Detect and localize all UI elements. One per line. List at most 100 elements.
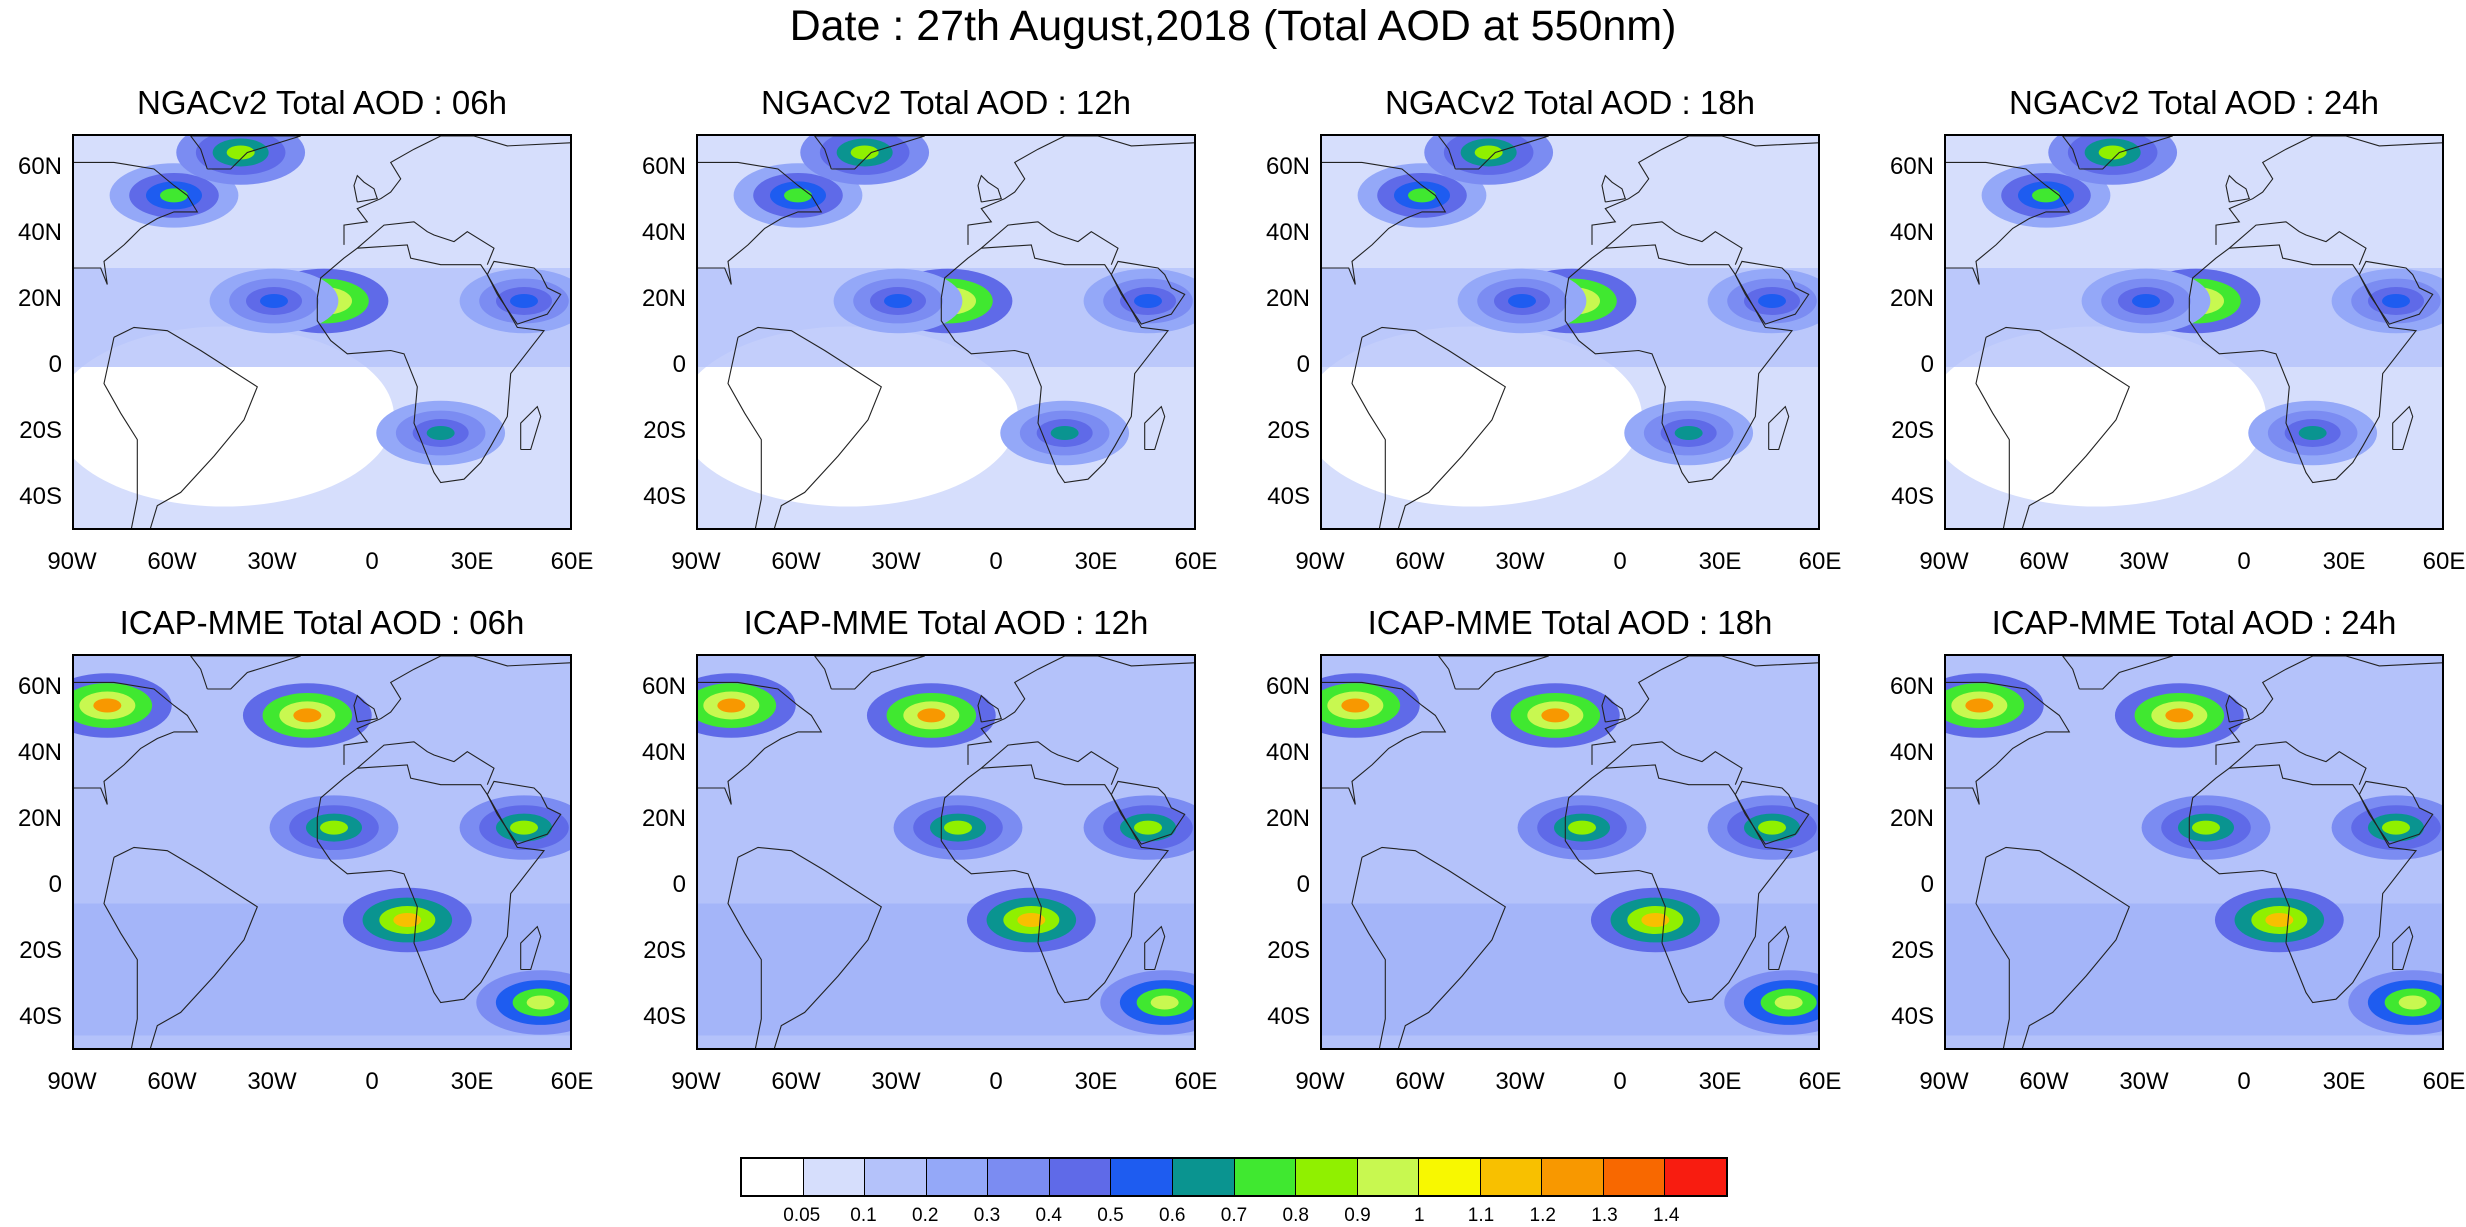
- lon-tick-label: 60W: [2019, 548, 2069, 575]
- lon-tick-label: 0: [2237, 548, 2251, 575]
- lat-tick-label: 60N: [1889, 673, 1934, 700]
- colorbar-tick-label: 1.1: [1467, 1205, 1495, 1226]
- lon-tick-label: 30W: [247, 548, 297, 575]
- colorbar-tick-label: 0.6: [1159, 1205, 1186, 1226]
- coastline: [486, 780, 562, 845]
- lat-tick-label: 20S: [19, 937, 62, 964]
- lat-tick-label: 40S: [643, 1003, 686, 1030]
- lon-tick-label: 60W: [147, 1068, 197, 1095]
- lon-tick-label: 0: [989, 548, 1003, 575]
- lat-tick-label: 40S: [1891, 483, 1934, 510]
- lon-tick-label: 30E: [1698, 1068, 1742, 1095]
- lon-tick-label: 60W: [2019, 1068, 2069, 1095]
- colorbar-box: [1296, 1159, 1358, 1195]
- aod-feature-southern-africa: [1050, 426, 1079, 440]
- aod-feature-smoke-plume-east: [1541, 708, 1570, 723]
- colorbar-box: [1357, 1159, 1420, 1195]
- coastline: [2215, 136, 2442, 245]
- lon-tick-label: 30E: [2322, 548, 2366, 575]
- coastline: [2392, 925, 2414, 971]
- lon-tick-label: 60E: [550, 1068, 594, 1095]
- aod-feature-arabia-dust: [2382, 294, 2410, 308]
- lon-tick-label: 30W: [2119, 1068, 2169, 1095]
- coastline: [1975, 846, 2130, 1048]
- map-area: [696, 654, 1196, 1050]
- coastline: [1946, 161, 2071, 285]
- aod-feature-saharan-dust-swirl: [1508, 294, 1536, 308]
- lon-tick-label: 30E: [2322, 1068, 2366, 1095]
- coastline: [190, 656, 301, 690]
- colorbar-tick-label: 0.7: [1220, 1205, 1248, 1226]
- aod-map: [698, 656, 1194, 1048]
- coastline: [353, 694, 379, 723]
- coastline: [940, 764, 1170, 1004]
- coastline: [1601, 694, 1627, 723]
- coastline: [967, 136, 1194, 245]
- low-aod-region: [698, 326, 1018, 507]
- map-panel: ICAP-MME Total AOD : 18h 60N 40N 20N 0 20S 40S…: [1248, 604, 1841, 1095]
- lon-tick-label: 90W: [1295, 548, 1345, 575]
- coastline: [1322, 681, 1447, 805]
- aod-feature-se-indian-streak: [1774, 995, 1803, 1010]
- lon-tick-label: 0: [365, 1068, 379, 1095]
- coastline: [103, 846, 258, 1048]
- coastline: [1975, 326, 2130, 528]
- lon-tick-label: 30W: [1495, 1068, 1545, 1095]
- colorbar-tick-label: 0.9: [1344, 1205, 1371, 1226]
- colorbar-box: [1049, 1159, 1112, 1195]
- colorbar-box: [865, 1159, 927, 1195]
- aod-feature-se-indian-streak: [526, 995, 555, 1010]
- coastline: [2392, 405, 2414, 451]
- figure-title: Date : 27th August,2018 (Total AOD at 55…: [789, 2, 1677, 50]
- lon-tick-label: 90W: [47, 1068, 97, 1095]
- aod-feature-smoke-plume-west: [1965, 698, 1994, 713]
- coastline: [316, 244, 546, 484]
- map-panel: NGACv2 Total AOD : 06h 60N 40N 20N 0 20S 40S 90…: [0, 84, 593, 575]
- aod-feature-north-atlantic-band: [1408, 188, 1436, 203]
- coastline: [1604, 221, 1743, 265]
- coastline: [1564, 244, 1794, 484]
- coastline: [520, 925, 542, 971]
- lat-tick-label: 40N: [641, 219, 686, 246]
- aod-feature-smoke-plume-east: [917, 708, 946, 723]
- lon-tick-label: 0: [365, 548, 379, 575]
- lon-tick-label: 0: [989, 1068, 1003, 1095]
- coastline: [940, 244, 1170, 484]
- coastline: [343, 136, 570, 245]
- low-aod-region: [74, 326, 394, 507]
- lon-tick-label: 0: [2237, 1068, 2251, 1095]
- coastline: [1438, 656, 1549, 690]
- aod-feature-central-africa-smoke: [1641, 913, 1670, 927]
- colorbar-box: [742, 1159, 804, 1195]
- aod-feature-saharan-dust-swirl: [884, 294, 912, 308]
- lon-tick-label: 0: [1613, 548, 1627, 575]
- lon-tick-label: 90W: [1295, 1068, 1345, 1095]
- lat-tick-label: 0: [1296, 351, 1310, 378]
- lon-tick-label: 60W: [1395, 1068, 1445, 1095]
- aod-feature-arctic-patch: [850, 145, 879, 160]
- aod-feature-smoke-plume-west: [93, 698, 122, 713]
- panel-title: ICAP-MME Total AOD : 18h: [1367, 604, 1773, 641]
- lat-tick-label: 20S: [1267, 937, 1310, 964]
- panel-title: NGACv2 Total AOD : 18h: [1385, 84, 1755, 121]
- lat-tick-label: 40N: [1889, 739, 1934, 766]
- lat-tick-label: 0: [1920, 871, 1934, 898]
- panel-title: ICAP-MME Total AOD : 12h: [743, 604, 1149, 641]
- colorbar-box: [1234, 1159, 1297, 1195]
- coastline: [1351, 326, 1506, 528]
- lat-tick-label: 20N: [1265, 805, 1310, 832]
- lon-tick-label: 60E: [550, 548, 594, 575]
- colorbar-tick-label: 0.5: [1097, 1205, 1124, 1226]
- aod-map: [74, 136, 570, 528]
- coastline: [1110, 260, 1186, 325]
- map-area: [72, 134, 572, 530]
- aod-feature-red-sea-band: [2192, 820, 2220, 835]
- map-area: [1944, 134, 2444, 530]
- colorbar-tick-label: 0.8: [1282, 1205, 1309, 1226]
- colorbar-tick-label: 1.2: [1529, 1205, 1556, 1226]
- lat-tick-label: 40S: [19, 1003, 62, 1030]
- aod-map: [1322, 136, 1818, 528]
- lon-tick-label: 30E: [1074, 1068, 1118, 1095]
- aod-feature-smoke-plume-west: [1341, 698, 1370, 713]
- aod-feature-arabia-dust: [1134, 294, 1162, 308]
